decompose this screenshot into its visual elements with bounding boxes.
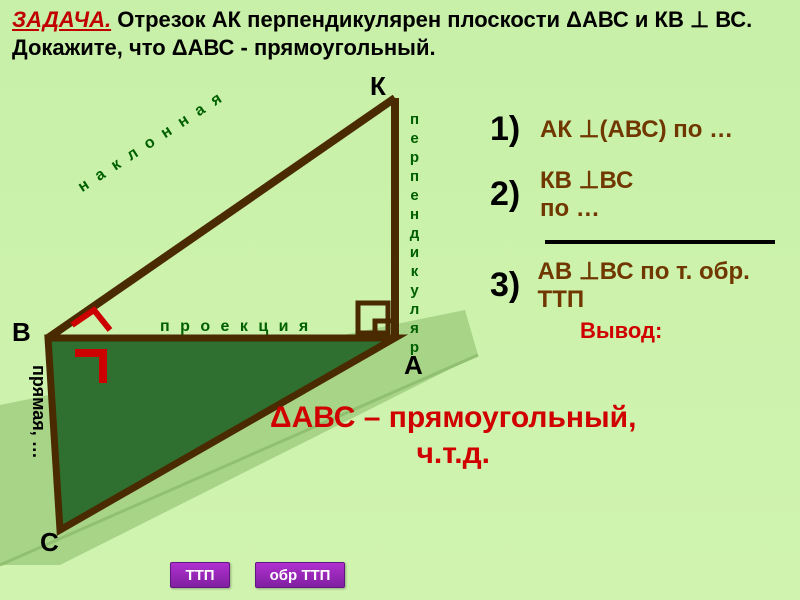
- zadacha-label: ЗАДАЧА.: [12, 7, 111, 32]
- label-K: К: [370, 71, 386, 102]
- label-B: В: [12, 317, 31, 348]
- label-pryamaya: прямая, …: [28, 365, 49, 459]
- label-C: С: [40, 527, 59, 558]
- step-2: 2) КВ ⊥ВСпо …: [490, 167, 790, 222]
- ttp-button[interactable]: ТТП: [170, 562, 230, 588]
- step-1: 1) АК ⊥(АВС) по …: [490, 110, 790, 149]
- geometry-diagram: К А В С н а к л о н н а я п р о е к ц и …: [0, 75, 480, 595]
- steps-divider: [545, 240, 775, 244]
- proof-steps: 1) АК ⊥(АВС) по … 2) КВ ⊥ВСпо … 3) АВ ⊥В…: [490, 110, 790, 331]
- label-proekciya: п р о е к ц и я: [160, 318, 311, 336]
- step-3: 3) АВ ⊥ВС по т. обр. ТТП: [490, 258, 790, 313]
- step-3-text: АВ ⊥ВС по т. обр. ТТП: [538, 258, 790, 313]
- step-2-num: 2): [490, 175, 540, 214]
- obr-ttp-button[interactable]: обр ТТП: [255, 562, 345, 588]
- conclusion: ΔАВС – прямоугольный,ч.т.д.: [270, 400, 636, 472]
- step-1-text: АК ⊥(АВС) по …: [540, 116, 733, 144]
- problem-body: Отрезок АК перпендикулярен плоскости ΔАВ…: [12, 7, 752, 60]
- vyvod-label: Вывод:: [580, 318, 662, 344]
- step-2-text: КВ ⊥ВСпо …: [540, 167, 633, 222]
- label-perpendikulyar: перпендикуляр: [406, 111, 423, 358]
- step-1-num: 1): [490, 110, 540, 149]
- step-3-num: 3): [490, 266, 538, 305]
